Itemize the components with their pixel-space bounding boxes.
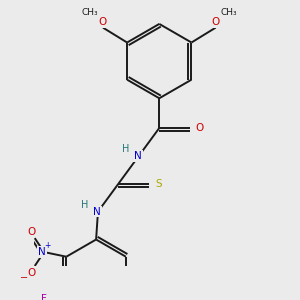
Text: N: N [134, 151, 142, 161]
Text: −: − [20, 273, 28, 283]
Text: O: O [27, 226, 35, 237]
Text: CH₃: CH₃ [220, 8, 237, 17]
Text: F: F [41, 293, 47, 300]
Text: O: O [195, 123, 203, 133]
Text: N: N [38, 247, 46, 257]
Text: H: H [122, 144, 130, 154]
Text: S: S [155, 179, 162, 189]
Text: O: O [99, 17, 107, 27]
Text: N: N [93, 207, 101, 217]
Text: O: O [212, 17, 220, 27]
Text: +: + [45, 241, 51, 250]
Text: O: O [27, 268, 35, 278]
Text: H: H [81, 200, 88, 210]
Text: CH₃: CH₃ [82, 8, 98, 17]
